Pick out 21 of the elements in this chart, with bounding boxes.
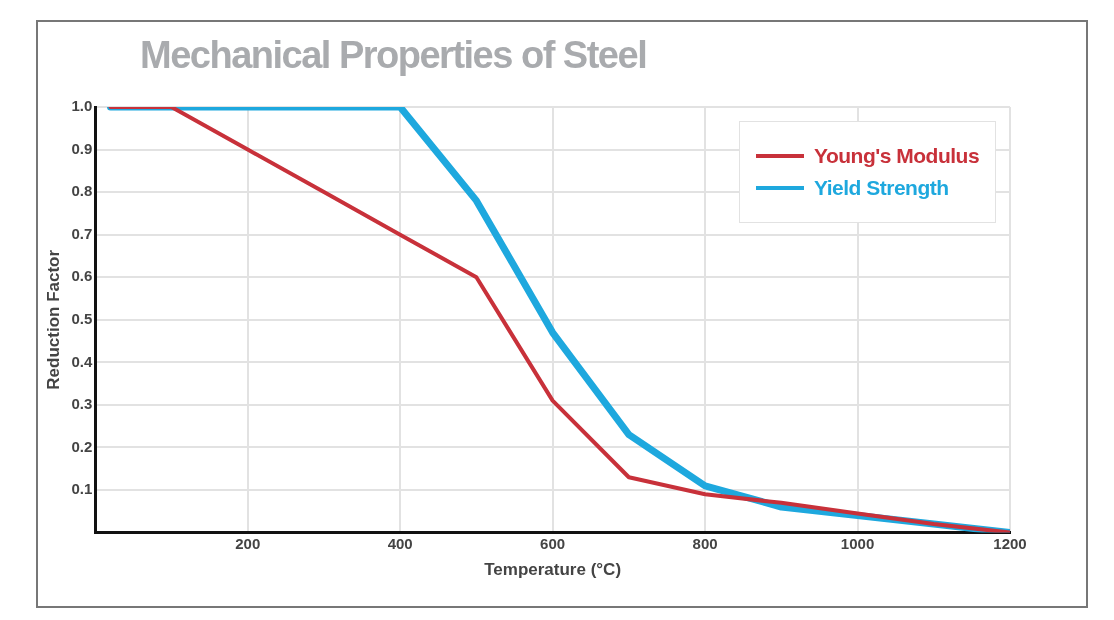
chart-title: Mechanical Properties of Steel [140,34,647,77]
y-tick-label: 0.4 [71,352,93,370]
x-axis-title: Temperature (°C) [484,560,622,580]
y-tick-label: 0.3 [71,395,93,413]
text: 1.0 [71,97,93,115]
y-tick-label: 0.5 [71,309,93,327]
y-tick-label: 0.9 [71,139,93,157]
y-tick-label: 0.2 [71,437,93,455]
y-axis-title: Reduction Factor [43,249,63,390]
y-tick-label: 0.6 [71,267,93,285]
y-tick-label: 0.8 [71,182,93,200]
x-tick-label: 800 [692,534,718,552]
x-tick-label: 1200 [993,534,1027,552]
x-tick-label: 400 [387,534,413,552]
x-tick-label: 200 [235,534,261,552]
y-tick-label: 0.7 [71,224,93,242]
x-tick-label: 600 [540,534,566,552]
legend-label: Young's Modulus [814,144,980,168]
legend-label: Yield Strength [814,176,949,200]
y-tick-label: 0.1 [71,480,93,498]
x-tick-label: 1000 [840,534,875,552]
